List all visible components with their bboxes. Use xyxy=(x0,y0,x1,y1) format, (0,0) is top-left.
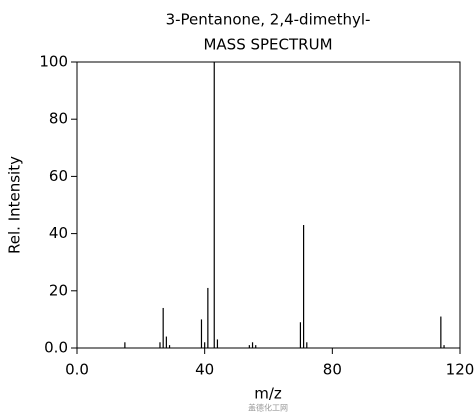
chart-subtitle: MASS SPECTRUM xyxy=(203,36,332,54)
x-axis-label: m/z xyxy=(254,385,282,403)
x-tick-label: 0.0 xyxy=(65,361,89,379)
x-tick-label: 40 xyxy=(195,361,214,379)
watermark: 盖德化工网 xyxy=(248,403,288,413)
y-tick-label: 60 xyxy=(49,167,68,185)
y-tick-label: 0.0 xyxy=(44,339,68,357)
y-tick-label: 80 xyxy=(49,110,68,128)
y-tick-label: 20 xyxy=(49,281,68,299)
x-tick-label: 80 xyxy=(323,361,342,379)
chart-title: 3-Pentanone, 2,4-dimethyl- xyxy=(166,11,371,29)
y-tick-label: 100 xyxy=(39,53,68,71)
plot-frame xyxy=(76,61,461,349)
x-tick-label: 120 xyxy=(446,361,474,379)
y-tick-label: 40 xyxy=(49,224,68,242)
y-axis-label: Rel. Intensity xyxy=(6,156,24,254)
